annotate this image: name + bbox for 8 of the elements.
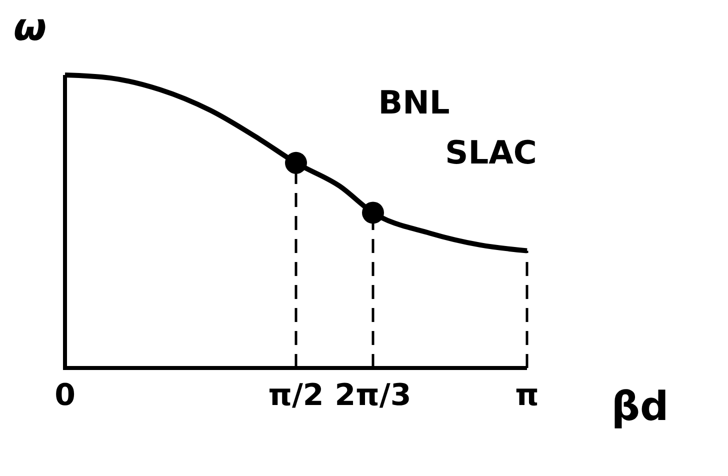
x-tick-label: 2π/3: [334, 378, 412, 413]
x-tick-label: π/2: [268, 378, 324, 413]
x-axis-title: βd: [611, 384, 669, 430]
x-tick-label: π: [515, 378, 539, 413]
y-axis-title: ω: [13, 5, 47, 49]
x-tick-label: 0: [54, 378, 76, 413]
annotation: BNL: [378, 84, 450, 122]
annotation: SLAC: [445, 133, 537, 172]
